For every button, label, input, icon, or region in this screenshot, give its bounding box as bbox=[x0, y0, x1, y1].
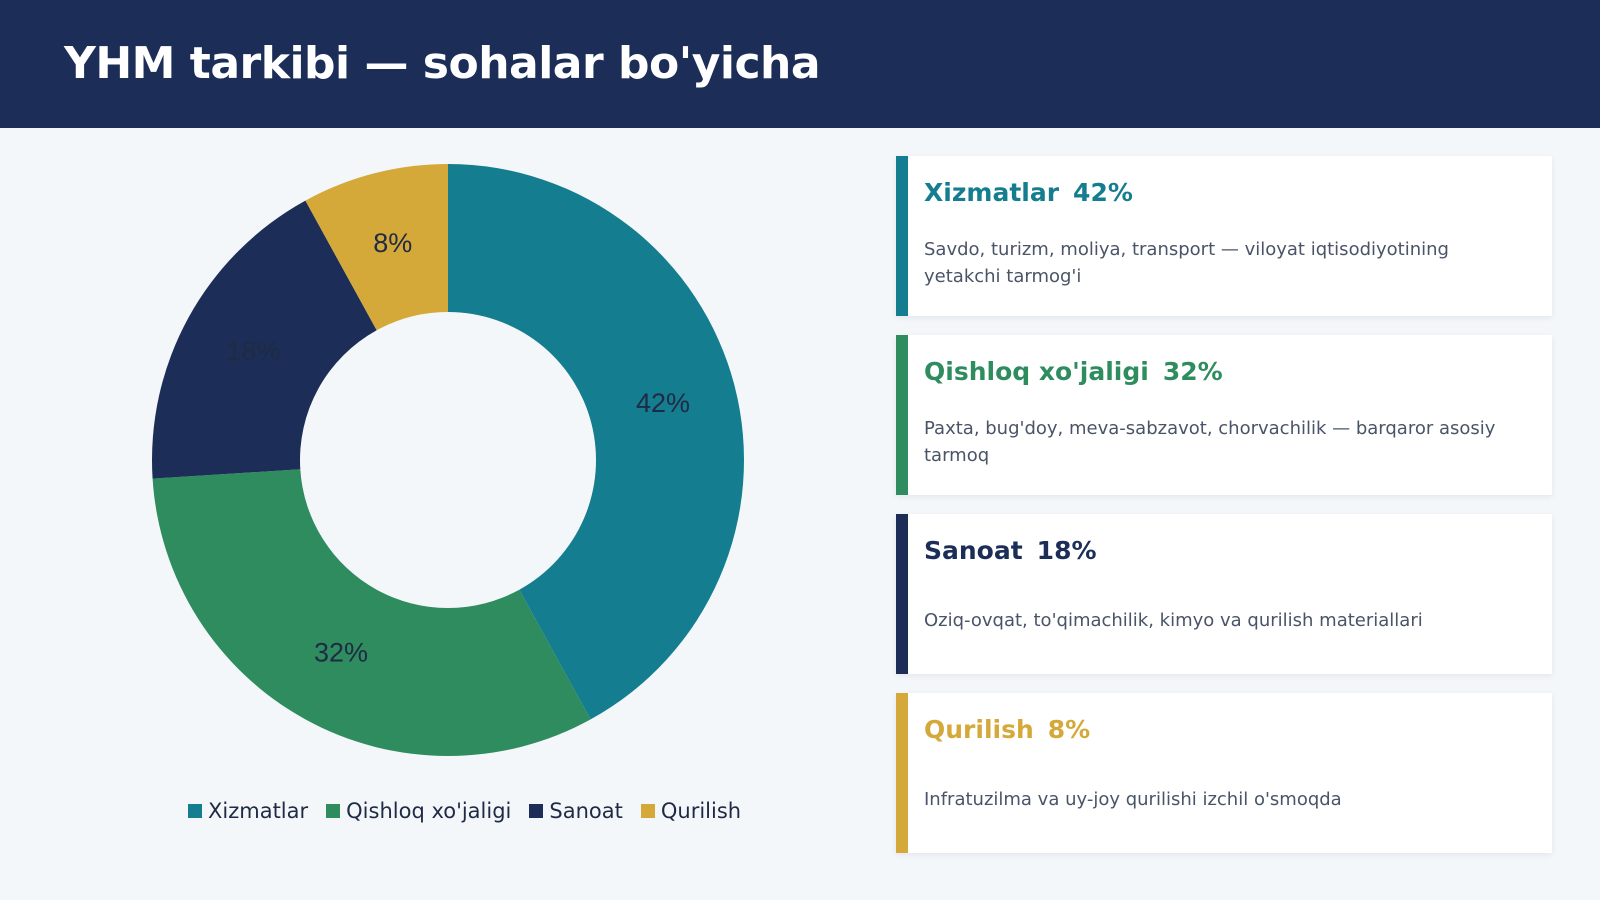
legend-item-qurilish: Qurilish bbox=[640, 799, 742, 823]
legend-item-qishloq: Qishloq xo'jaligi bbox=[326, 799, 511, 823]
sector-cards: Xizmatlar 42% Savdo, turizm, moliya, tran… bbox=[896, 156, 1552, 872]
card-description: Savdo, turizm, moliya, transport — viloy… bbox=[924, 239, 1449, 287]
card-qurilish: Qurilish 8% Infratuzilma va uy-joy qurili… bbox=[896, 693, 1552, 853]
slice-data-label-1: 32% bbox=[314, 638, 368, 668]
legend-swatch bbox=[326, 804, 341, 818]
donut-chart: 42% 32% 18% 8% bbox=[152, 164, 744, 756]
card-description: Oziq-ovqat, to'qimachilik, kimyo va quri… bbox=[924, 610, 1423, 631]
card-name: Sanoat bbox=[924, 536, 1023, 565]
card-name: Qurilish bbox=[924, 715, 1034, 744]
header-bar: YHM tarkibi — sohalar bo'yicha bbox=[0, 0, 1600, 128]
card-xizmatlar: Xizmatlar 42% Savdo, turizm, moliya, tran… bbox=[896, 156, 1552, 316]
page-title: YHM tarkibi — sohalar bo'yicha bbox=[64, 38, 821, 89]
donut-slice-2 bbox=[152, 200, 377, 479]
card-percent: 8% bbox=[1047, 715, 1091, 744]
donut-slice-0 bbox=[448, 164, 744, 720]
donut-slice-3 bbox=[305, 164, 448, 331]
chart-legend: Xizmatlar Qishloq xo'jaligi Sanoat Quril… bbox=[188, 796, 741, 826]
donut-slice-1 bbox=[152, 469, 591, 756]
card-name: Xizmatlar bbox=[924, 178, 1060, 207]
slice-data-label-3: 8% bbox=[373, 228, 412, 258]
legend-swatch bbox=[529, 804, 544, 818]
card-title: Sanoat 18% bbox=[924, 536, 1097, 565]
card-title: Qishloq xo'jaligi 32% bbox=[924, 357, 1223, 386]
legend-swatch bbox=[188, 804, 202, 818]
legend-item-sanoat: Sanoat bbox=[529, 799, 623, 823]
card-description: Paxta, bug'doy, meva-sabzavot, chorvachi… bbox=[924, 418, 1496, 466]
card-sanoat: Sanoat 18% Oziq-ovqat, to'qimachilik, kim… bbox=[896, 514, 1552, 674]
card-qishloq: Qishloq xo'jaligi 32% Paxta, bug'doy, mev… bbox=[896, 335, 1552, 495]
legend-label: Qurilish bbox=[660, 799, 742, 823]
card-percent: 18% bbox=[1036, 536, 1097, 565]
legend-label: Qishloq xo'jaligi bbox=[346, 799, 512, 823]
card-name: Qishloq xo'jaligi bbox=[924, 357, 1149, 386]
slice-data-label-2: 18% bbox=[226, 336, 280, 366]
card-percent: 32% bbox=[1162, 357, 1223, 386]
card-percent: 42% bbox=[1073, 178, 1133, 207]
card-title: Xizmatlar 42% bbox=[924, 178, 1133, 207]
card-description: Infratuzilma va uy-joy qurilishi izchil … bbox=[924, 789, 1342, 810]
legend-item-xizmatlar: Xizmatlar bbox=[188, 799, 308, 823]
legend-label: Xizmatlar bbox=[208, 799, 309, 823]
slice-data-label-0: 42% bbox=[636, 388, 690, 418]
legend-label: Sanoat bbox=[549, 799, 623, 823]
legend-swatch bbox=[640, 804, 655, 818]
card-title: Qurilish 8% bbox=[924, 715, 1090, 744]
